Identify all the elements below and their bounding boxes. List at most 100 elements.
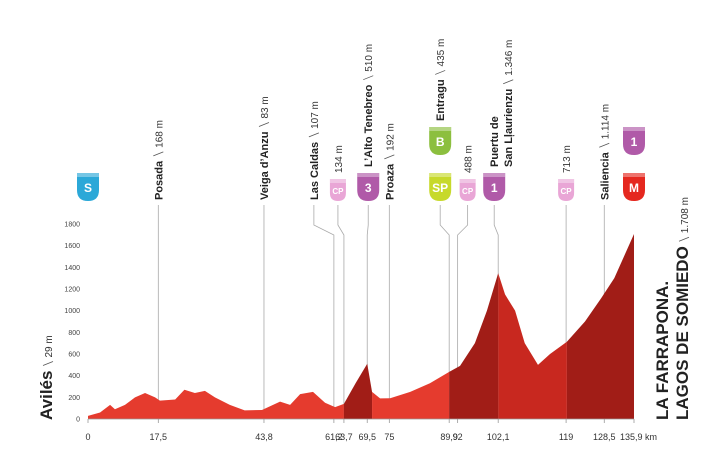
x-tick-label: 135,9 km xyxy=(620,432,657,442)
icon-label: 1 xyxy=(491,181,498,195)
place-name: Puertu de xyxy=(489,116,501,167)
place-name: L’Alto Tenebreo xyxy=(363,84,375,167)
icon-band xyxy=(357,173,380,177)
profile-area xyxy=(88,389,344,419)
x-tick-label: 0 xyxy=(85,432,90,442)
profile-area xyxy=(566,233,634,419)
marker-line xyxy=(337,205,345,419)
place-name: Las Caldas xyxy=(309,142,321,200)
icon-band xyxy=(459,179,476,183)
altitude: 168 m xyxy=(154,120,165,148)
x-tick-label: 61,2 xyxy=(325,432,343,442)
profile-area xyxy=(449,273,499,419)
separator xyxy=(678,236,690,242)
altitude: 107 m xyxy=(310,101,321,129)
x-tick-label: 102,1 xyxy=(487,432,510,442)
jersey-icon xyxy=(623,173,645,201)
altitude: 1.708 m xyxy=(680,197,691,233)
y-tick-label: 400 xyxy=(68,373,80,380)
icon-label: 1 xyxy=(631,135,638,149)
altitude: 83 m xyxy=(260,96,271,118)
y-tick-label: 800 xyxy=(68,330,80,337)
place-name: Avilés xyxy=(37,371,56,420)
separator xyxy=(435,70,446,75)
place-name: LAGOS DE SOMIEDO xyxy=(673,246,692,420)
icon-label: S xyxy=(84,181,92,195)
x-tick-label: 128,5 xyxy=(593,432,616,442)
x-tick-label: 63,7 xyxy=(335,432,353,442)
marker-line xyxy=(366,205,369,419)
altitude: 134 m xyxy=(334,145,345,173)
icon-label: 3 xyxy=(365,181,372,195)
x-tick-label: 69,5 xyxy=(358,432,376,442)
altitude: 29 m xyxy=(44,335,55,357)
profile-area xyxy=(372,371,450,419)
icon-band xyxy=(483,173,506,177)
y-tick-label: 0 xyxy=(76,417,80,424)
icon-band xyxy=(77,173,99,177)
jersey-icon xyxy=(429,173,452,201)
place-name: San Lļaurienzu xyxy=(503,89,515,167)
jersey-icon xyxy=(429,127,452,155)
separator xyxy=(599,142,610,148)
x-tick-label: 43,8 xyxy=(255,432,273,442)
y-tick-label: 600 xyxy=(68,352,80,359)
icon-label: B xyxy=(436,135,445,149)
place-name: Posada xyxy=(153,160,165,200)
place-name: Entragu xyxy=(435,79,447,121)
icon-label: CP xyxy=(332,187,344,196)
y-tick-label: 1200 xyxy=(64,287,80,294)
icon-band xyxy=(558,179,575,183)
x-tick-label: 119 xyxy=(559,432,573,442)
altitude: 713 m xyxy=(562,145,573,173)
place-name: Proaza xyxy=(384,163,396,200)
x-tick-label: 89,9 xyxy=(440,432,458,442)
altitude: 510 m xyxy=(364,44,375,72)
x-tick-label: 17,5 xyxy=(150,432,168,442)
icon-label: M xyxy=(629,181,639,195)
separator xyxy=(384,154,395,160)
place-name: Saliencia xyxy=(599,151,611,200)
y-tick-label: 1400 xyxy=(64,265,80,272)
jersey-icon xyxy=(483,173,506,201)
separator xyxy=(153,151,164,157)
place-name: LA FARRAPONA. xyxy=(653,281,672,420)
y-tick-label: 1600 xyxy=(64,243,80,250)
jersey-icon xyxy=(623,127,645,155)
y-tick-label: 1000 xyxy=(64,308,80,315)
x-tick-label: 75 xyxy=(384,432,394,442)
separator xyxy=(503,79,514,85)
y-tick-label: 1800 xyxy=(64,222,80,229)
icon-band xyxy=(623,127,645,131)
icon-band xyxy=(623,173,645,177)
icon-label: CP xyxy=(462,187,474,196)
jersey-icon xyxy=(357,173,380,201)
altitude: 192 m xyxy=(385,123,396,151)
separator xyxy=(42,361,54,366)
x-tick-label: 92 xyxy=(453,432,463,442)
altitude: 488 m xyxy=(464,145,475,173)
icon-band xyxy=(429,173,452,177)
separator xyxy=(258,122,270,127)
place-name: Veiga d’Anzu xyxy=(259,132,271,200)
icon-band xyxy=(329,179,346,183)
jersey-icon xyxy=(77,173,99,201)
profile-area xyxy=(498,273,567,419)
jersey-icon xyxy=(329,179,346,201)
altitude: 1.114 m xyxy=(600,104,611,139)
jersey-icon xyxy=(558,179,575,201)
altitude: 435 m xyxy=(436,39,447,67)
separator xyxy=(363,75,374,81)
marker-line xyxy=(457,205,469,419)
icon-band xyxy=(429,127,452,131)
profile-area xyxy=(343,363,373,419)
separator xyxy=(308,132,320,138)
jersey-icon xyxy=(459,179,476,201)
y-tick-label: 200 xyxy=(68,395,80,402)
marker-line xyxy=(439,205,450,419)
icon-label: CP xyxy=(561,187,573,196)
altitude: 1.346 m xyxy=(504,40,515,76)
marker-line xyxy=(313,205,335,419)
icon-label: SP xyxy=(432,181,448,195)
